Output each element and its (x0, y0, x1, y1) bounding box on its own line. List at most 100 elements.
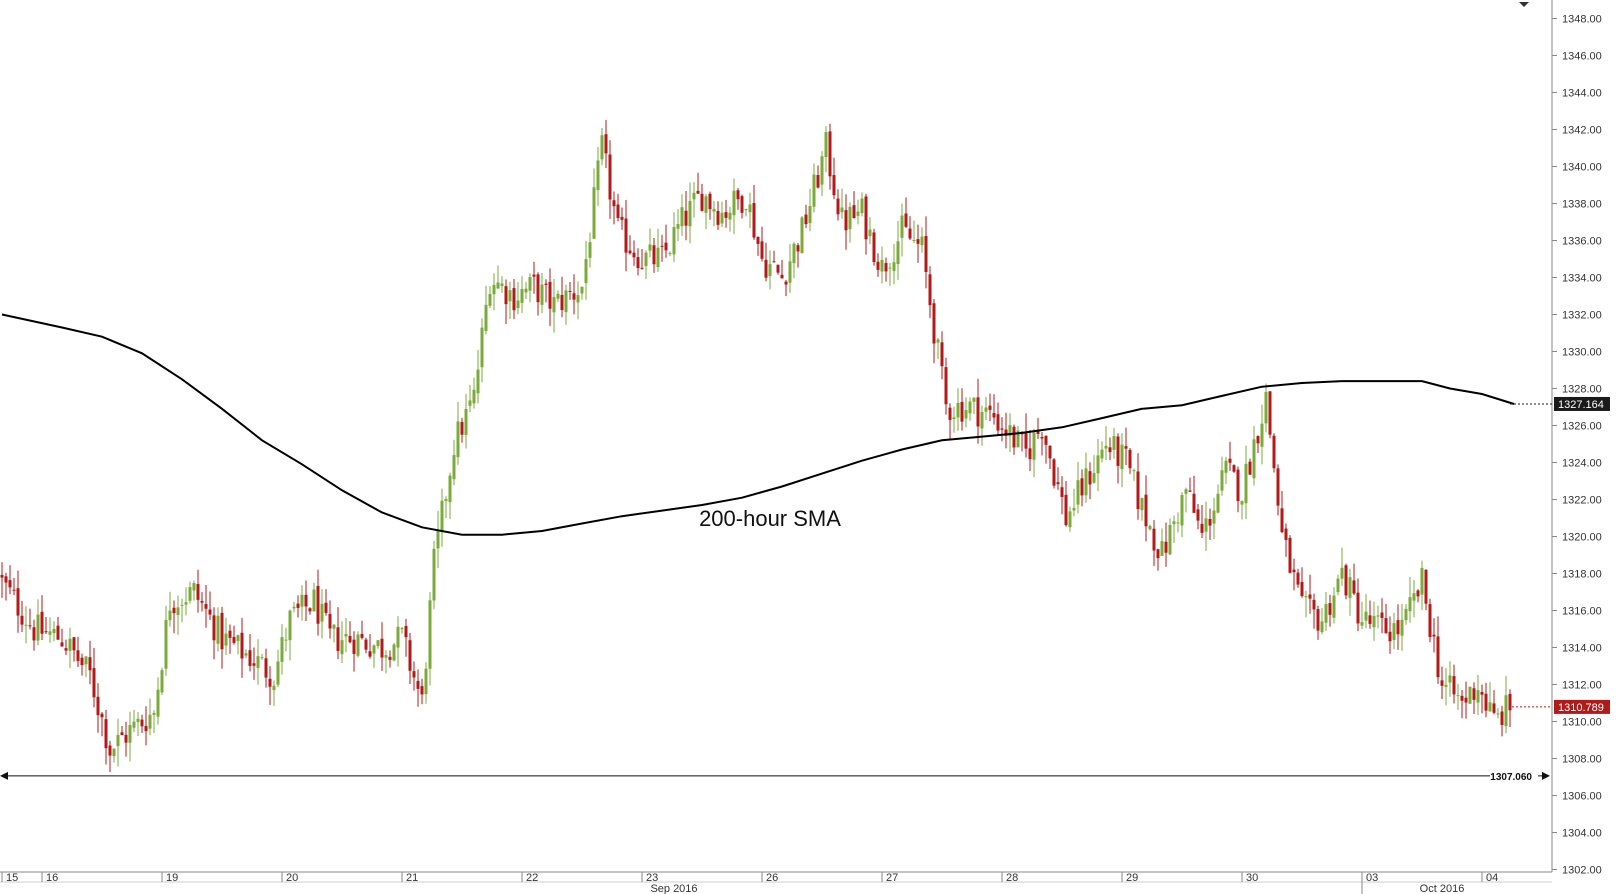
candle (1140, 497, 1144, 521)
candle-body (572, 293, 576, 300)
candle-body (788, 261, 792, 283)
candle-body (728, 212, 732, 220)
candle (92, 647, 96, 708)
candle (1276, 464, 1280, 516)
candle (1200, 504, 1204, 539)
candle (900, 203, 904, 257)
candle (1476, 675, 1480, 715)
candle-body (1400, 619, 1404, 636)
candle-body (1032, 432, 1036, 460)
candle-body (1156, 549, 1160, 559)
candle (20, 600, 24, 633)
candle-body (716, 211, 720, 225)
candle-body (1036, 431, 1040, 434)
candle-body (900, 215, 904, 238)
candle (348, 621, 352, 644)
candle (1224, 456, 1228, 485)
candle (612, 191, 616, 225)
candle (304, 580, 308, 622)
candle-body (1236, 469, 1240, 502)
candle (664, 224, 668, 258)
candle (796, 242, 800, 268)
candle-body (212, 615, 216, 641)
candle-body (1104, 445, 1108, 449)
candle (1004, 412, 1008, 449)
candle-body (1048, 445, 1052, 459)
candle (1376, 605, 1380, 629)
candle (712, 200, 716, 227)
candle-body (460, 422, 464, 435)
candle (828, 123, 832, 190)
candle-body (28, 625, 32, 627)
candle-body (1372, 615, 1376, 628)
candle-body (64, 648, 68, 651)
candle-body (192, 583, 196, 591)
candle (864, 193, 868, 255)
candle-body (1280, 508, 1284, 533)
candle (1348, 568, 1352, 616)
candle-body (292, 606, 296, 609)
candle-body (0, 574, 4, 578)
candle-body (864, 196, 868, 240)
candle (1272, 433, 1276, 473)
candle (1188, 477, 1192, 492)
candle (1244, 445, 1248, 520)
candle-body (1264, 391, 1268, 424)
candle-body (600, 135, 604, 160)
candle (456, 401, 460, 465)
candle-body (1508, 693, 1512, 711)
candle (200, 592, 204, 612)
candle-body (1152, 528, 1156, 551)
candle (856, 199, 860, 225)
candle (628, 235, 632, 255)
candle-body (12, 589, 16, 591)
x-axis: 15 16 19 20 21 22 23 26 27 28 29 30 03 04 Sep 2016 Oct … (0, 871, 1552, 894)
candle-body (908, 228, 912, 239)
candle-body (188, 587, 192, 601)
candle-body (284, 639, 288, 641)
candle (992, 394, 996, 425)
candle-body (1240, 501, 1244, 505)
candle-body (1360, 622, 1364, 626)
candle (152, 710, 156, 733)
y-tick-label: 1318.00 (1562, 569, 1602, 581)
chevron-down-icon[interactable] (1519, 2, 1529, 7)
candle-body (1088, 471, 1092, 485)
candle-body (1000, 428, 1004, 430)
candle (96, 683, 100, 733)
candle-body (56, 625, 60, 640)
candle (1340, 547, 1344, 586)
candle (324, 589, 328, 616)
candle (876, 253, 880, 277)
candle-body (712, 208, 716, 212)
candle-body (604, 134, 608, 154)
candle-body (1012, 426, 1016, 448)
candle (740, 194, 744, 219)
candle (816, 165, 820, 189)
candle (1384, 603, 1388, 634)
candle-body (1296, 572, 1300, 585)
candle-body (4, 576, 8, 583)
candle (996, 402, 1000, 435)
candle-body (1356, 592, 1360, 624)
candle-body (960, 401, 964, 422)
candle-body (664, 242, 668, 251)
candle (648, 228, 652, 258)
candle (1500, 705, 1504, 737)
candle (212, 607, 216, 660)
candle-body (160, 670, 164, 693)
candle (1220, 456, 1224, 496)
candle-body (144, 725, 148, 732)
candle-body (1092, 473, 1096, 483)
candle-body (76, 650, 80, 662)
candle (1296, 568, 1300, 588)
candle (424, 662, 428, 704)
candle-body (1216, 493, 1220, 513)
candle-body (384, 655, 388, 658)
candle-body (820, 156, 824, 185)
candle (672, 212, 676, 262)
candle (1248, 458, 1252, 475)
candle-body (1308, 594, 1312, 599)
candle-body (824, 132, 828, 158)
